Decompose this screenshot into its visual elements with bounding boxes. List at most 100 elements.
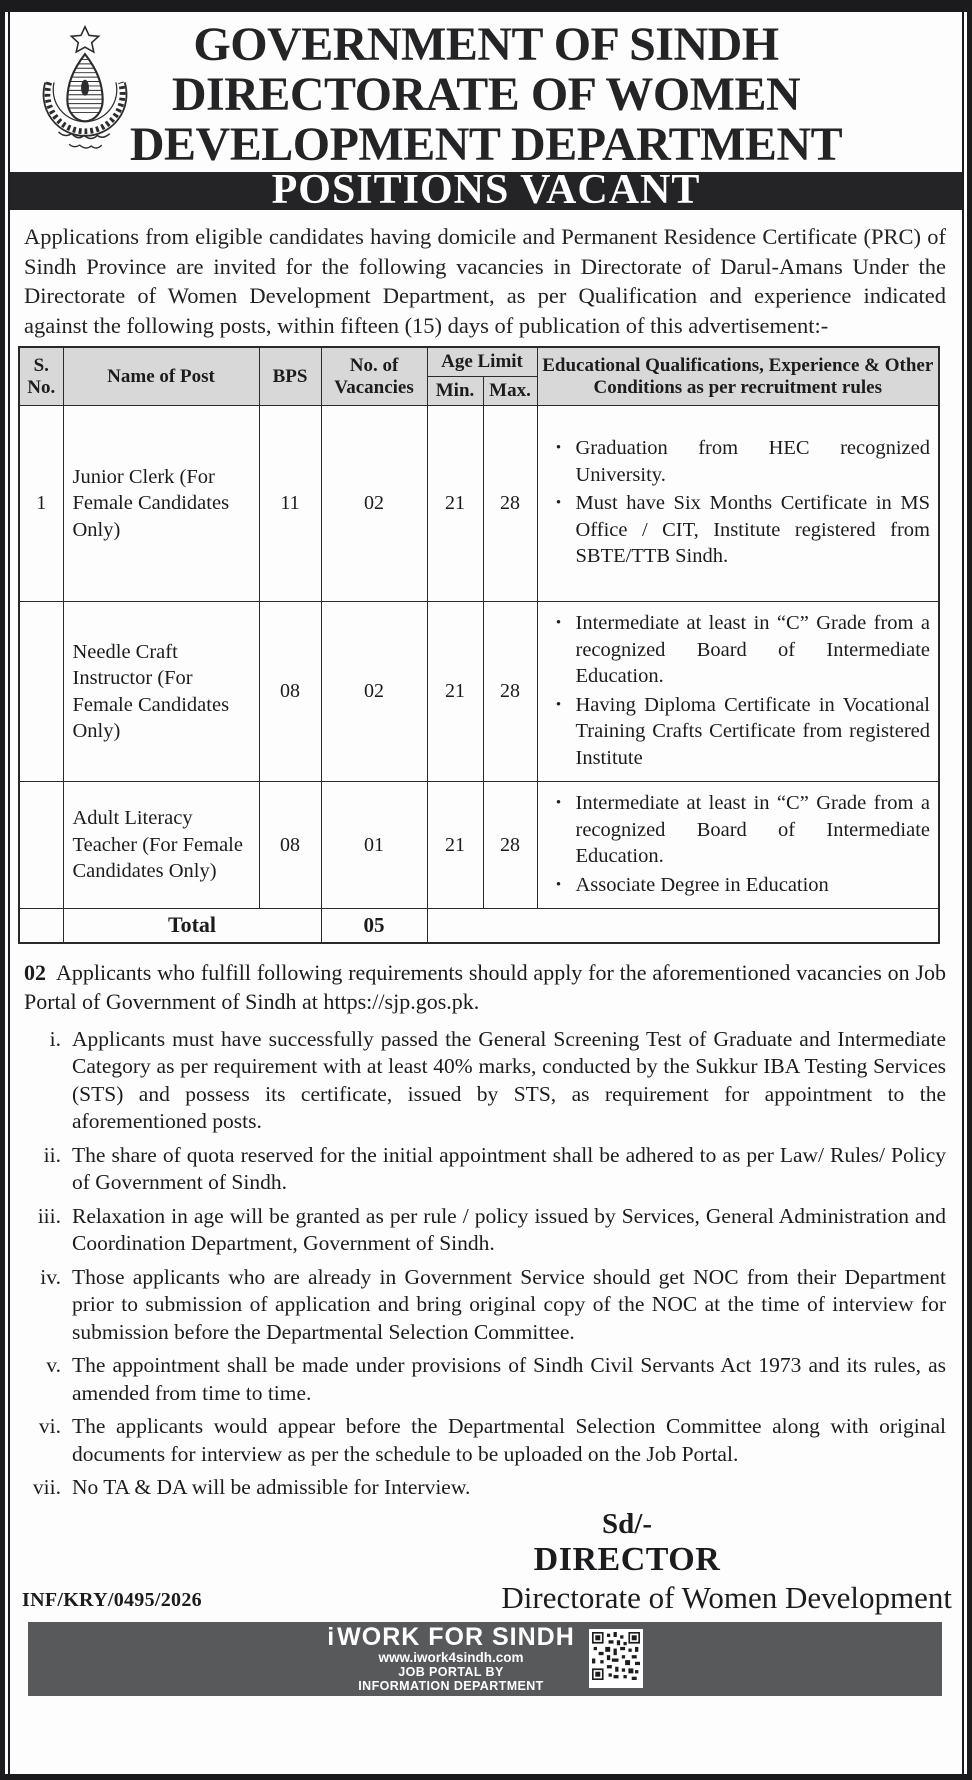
table-row: Adult Literacy Teacher (For Female Candi… [18,781,940,909]
total-empty-cell [426,908,940,943]
item-text: Applicants must have successfully passed… [72,1026,946,1134]
vacancies-table: S. No. Name of Post BPS No. of Vacancies… [18,346,940,944]
banner-line3: INFORMATION DEPARTMENT [358,1679,544,1693]
intro-paragraph: Applications from eligible candidates ha… [24,224,946,338]
col-header-min: Min. [426,376,484,406]
advertisement-ref-number: INF/KRY/0495/2026 [22,1588,202,1611]
item-text: The share of quota reserved for the init… [72,1142,946,1195]
bullet-icon: • [555,440,562,457]
masthead: GOVERNMENT OF SINDH DIRECTORATE OF WOMEN… [10,12,962,172]
list-item: iii. Relaxation in age will be granted as… [24,1203,946,1258]
qualification-item: Associate Degree in Education [575,873,829,896]
bullet-icon: • [555,876,562,893]
item-text: Those applicants who are already in Gove… [72,1264,946,1344]
row1-bps: 11 [258,405,322,602]
col-header-s-no: S. No. [18,346,64,406]
item-numeral: vii. [32,1475,61,1499]
qualification-item: Must have Six Months Certificate in MS O… [575,492,931,568]
row2-vacancies: 02 [320,601,428,782]
list-item: i. Applicants must have successfully pass… [24,1026,946,1136]
advertisement-inner-frame: GOVERNMENT OF SINDH DIRECTORATE OF WOMEN… [8,12,964,1774]
item-numeral: v. [46,1353,61,1377]
banner-brand: iWORK FOR SINDH [327,1624,575,1650]
row2-post-name: Needle Craft Instructor (For Female Cand… [62,601,260,782]
reference-and-org-row: INF/KRY/0495/2026 Directorate of Women D… [22,1580,952,1616]
positions-vacant-banner: POSITIONS VACANT [10,169,962,211]
total-vacancies: 05 [320,908,428,943]
qualification-item: Having Diploma Certificate in Vocational… [575,693,931,769]
signature-block: Sd/- DIRECTOR [347,1508,907,1580]
item-text: The applicants would appear before the D… [72,1414,946,1466]
row3-post-name: Adult Literacy Teacher (For Female Candi… [62,781,260,909]
col-header-age-limit: Age Limit [426,346,538,377]
item-numeral: iv. [40,1264,61,1289]
list-item: vii. No TA & DA will be admissible for In… [24,1474,946,1502]
total-label: Total [62,908,322,943]
table-total-row: Total 05 [18,908,940,943]
apply-instructions-paragraph: 02 Applicants who fulfill following requi… [24,958,946,1016]
row2-qualifications: • Intermediate at least in “C” Grade from… [536,601,940,782]
col-header-bps: BPS [258,346,322,406]
row3-vacancies: 01 [320,781,428,909]
item-numeral: iii. [37,1203,61,1228]
row1-age-min: 21 [426,405,484,602]
bullet-icon: • [555,696,562,713]
department-title: GOVERNMENT OF SINDH DIRECTORATE OF WOMEN… [10,12,962,170]
signature-sd: Sd/- [602,1507,652,1540]
col-header-name-of-post: Name of Post [62,346,260,406]
col-header-vacancies: No. of Vacancies [320,346,428,406]
table-row: Needle Craft Instructor (For Female Cand… [18,601,940,782]
row2-age-min: 21 [426,601,484,782]
list-item: ii. The share of quota reserved for the i… [24,1142,946,1197]
row3-age-max: 28 [482,781,538,909]
item-numeral: i. [49,1026,61,1051]
col-header-max: Max. [482,376,538,406]
item-numeral: vi. [38,1414,61,1438]
title-line-1: GOVERNMENT OF SINDH [193,18,779,71]
signature-organization: Directorate of Women Development [501,1579,952,1615]
total-empty-cell [18,908,64,943]
title-line-3: DEVELOPMENT DEPARTMENT [129,118,843,171]
row3-bps: 08 [258,781,322,909]
paragraph-number: 02 [24,959,46,985]
banner-website: www.iwork4sindh.com [378,1650,524,1665]
item-text: No TA & DA will be admissible for Interv… [72,1475,471,1499]
list-item: v. The appointment shall be made under pr… [24,1352,946,1407]
apply-instructions-text: Applicants who fulfill following require… [24,959,946,1014]
row1-s-no: 1 [18,405,64,602]
conditions-list: i. Applicants must have successfully pass… [24,1026,946,1502]
table-header: S. No. Name of Post BPS No. of Vacancies… [18,346,940,406]
title-line-2: DIRECTORATE OF WOMEN [171,68,801,121]
row3-qualifications: • Intermediate at least in “C” Grade from… [536,781,940,909]
bullet-icon: • [555,495,562,512]
qualification-item: Intermediate at least in “C” Grade from … [575,612,931,687]
brand-name: WORK FOR SINDH [337,1623,575,1651]
bullet-icon: • [555,615,562,631]
row1-vacancies: 02 [320,405,428,602]
qualification-item: Intermediate at least in “C” Grade from … [575,792,931,867]
list-item: iv. Those applicants who are already in G… [24,1264,946,1347]
row1-age-max: 28 [482,405,538,602]
row1-qualifications: • Graduation from HEC recognized Universi… [536,405,940,602]
brand-i-mark: i [327,1623,338,1651]
qualification-item: Graduation from HEC recognized Universit… [575,437,931,486]
bullet-icon: • [555,795,562,811]
item-numeral: ii. [43,1142,61,1167]
table-row: 1 Junior Clerk (For Female Candidates On… [18,405,940,602]
row2-age-max: 28 [482,601,538,782]
row2-s-no [18,601,64,782]
banner-text: iWORK FOR SINDH www.iwork4sindh.com JOB … [327,1624,575,1693]
signature-title: DIRECTOR [533,1540,721,1578]
col-header-qualifications: Educational Qualifications, Experience &… [536,346,940,406]
list-item: vi. The applicants would appear before th… [24,1413,946,1468]
row1-post-name: Junior Clerk (For Female Candidates Only… [62,405,260,602]
row3-age-min: 21 [426,781,484,909]
banner-line2: JOB PORTAL BY [398,1665,504,1679]
qr-code [588,1629,643,1688]
item-text: Relaxation in age will be granted as per… [72,1203,946,1256]
item-text: The appointment shall be made under prov… [72,1353,946,1405]
iwork4sindh-banner: iWORK FOR SINDH www.iwork4sindh.com JOB … [28,1621,942,1696]
row2-bps: 08 [258,601,322,782]
row3-s-no [18,781,64,909]
